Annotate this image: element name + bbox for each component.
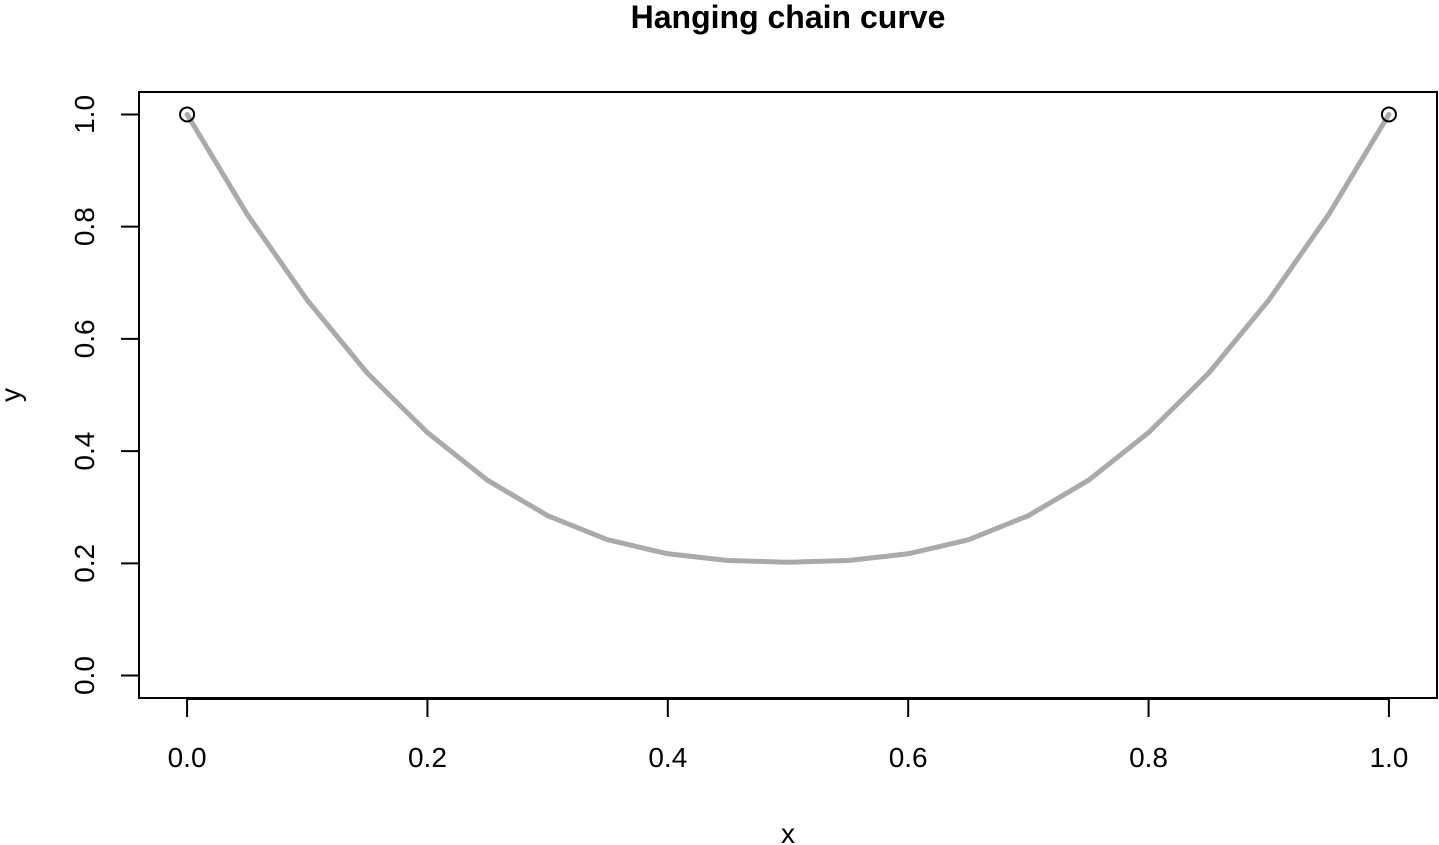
x-tick-label: 0.6: [889, 742, 928, 773]
y-tick-label: 0.0: [69, 656, 100, 695]
x-tick-label: 0.2: [408, 742, 447, 773]
plot-frame: [138, 91, 1438, 699]
y-tick-label: 0.4: [69, 432, 100, 471]
series-layer: [179, 106, 1397, 565]
x-tick-label: 0.8: [1129, 742, 1168, 773]
x-axis: 0.0 0.2 0.4 0.6 0.8 1.0: [168, 698, 1408, 773]
y-tick-label: 0.2: [69, 544, 100, 583]
y-tick-label: 0.8: [69, 207, 100, 246]
chart-title: Hanging chain curve: [631, 0, 946, 35]
x-tick-label: 0.0: [168, 742, 207, 773]
y-axis-label: y: [0, 388, 26, 402]
chain-curve: [184, 111, 1392, 565]
y-tick-label: 0.6: [69, 319, 100, 358]
x-tick-label: 1.0: [1369, 742, 1408, 773]
x-tick-label: 0.4: [648, 742, 687, 773]
x-axis-label: x: [781, 818, 795, 845]
y-axis: 0.0 0.2 0.4 0.6 0.8 1.0: [69, 95, 140, 695]
endpoint-marker: [1380, 106, 1397, 123]
y-tick-label: 1.0: [69, 95, 100, 134]
endpoint-marker: [179, 106, 196, 123]
